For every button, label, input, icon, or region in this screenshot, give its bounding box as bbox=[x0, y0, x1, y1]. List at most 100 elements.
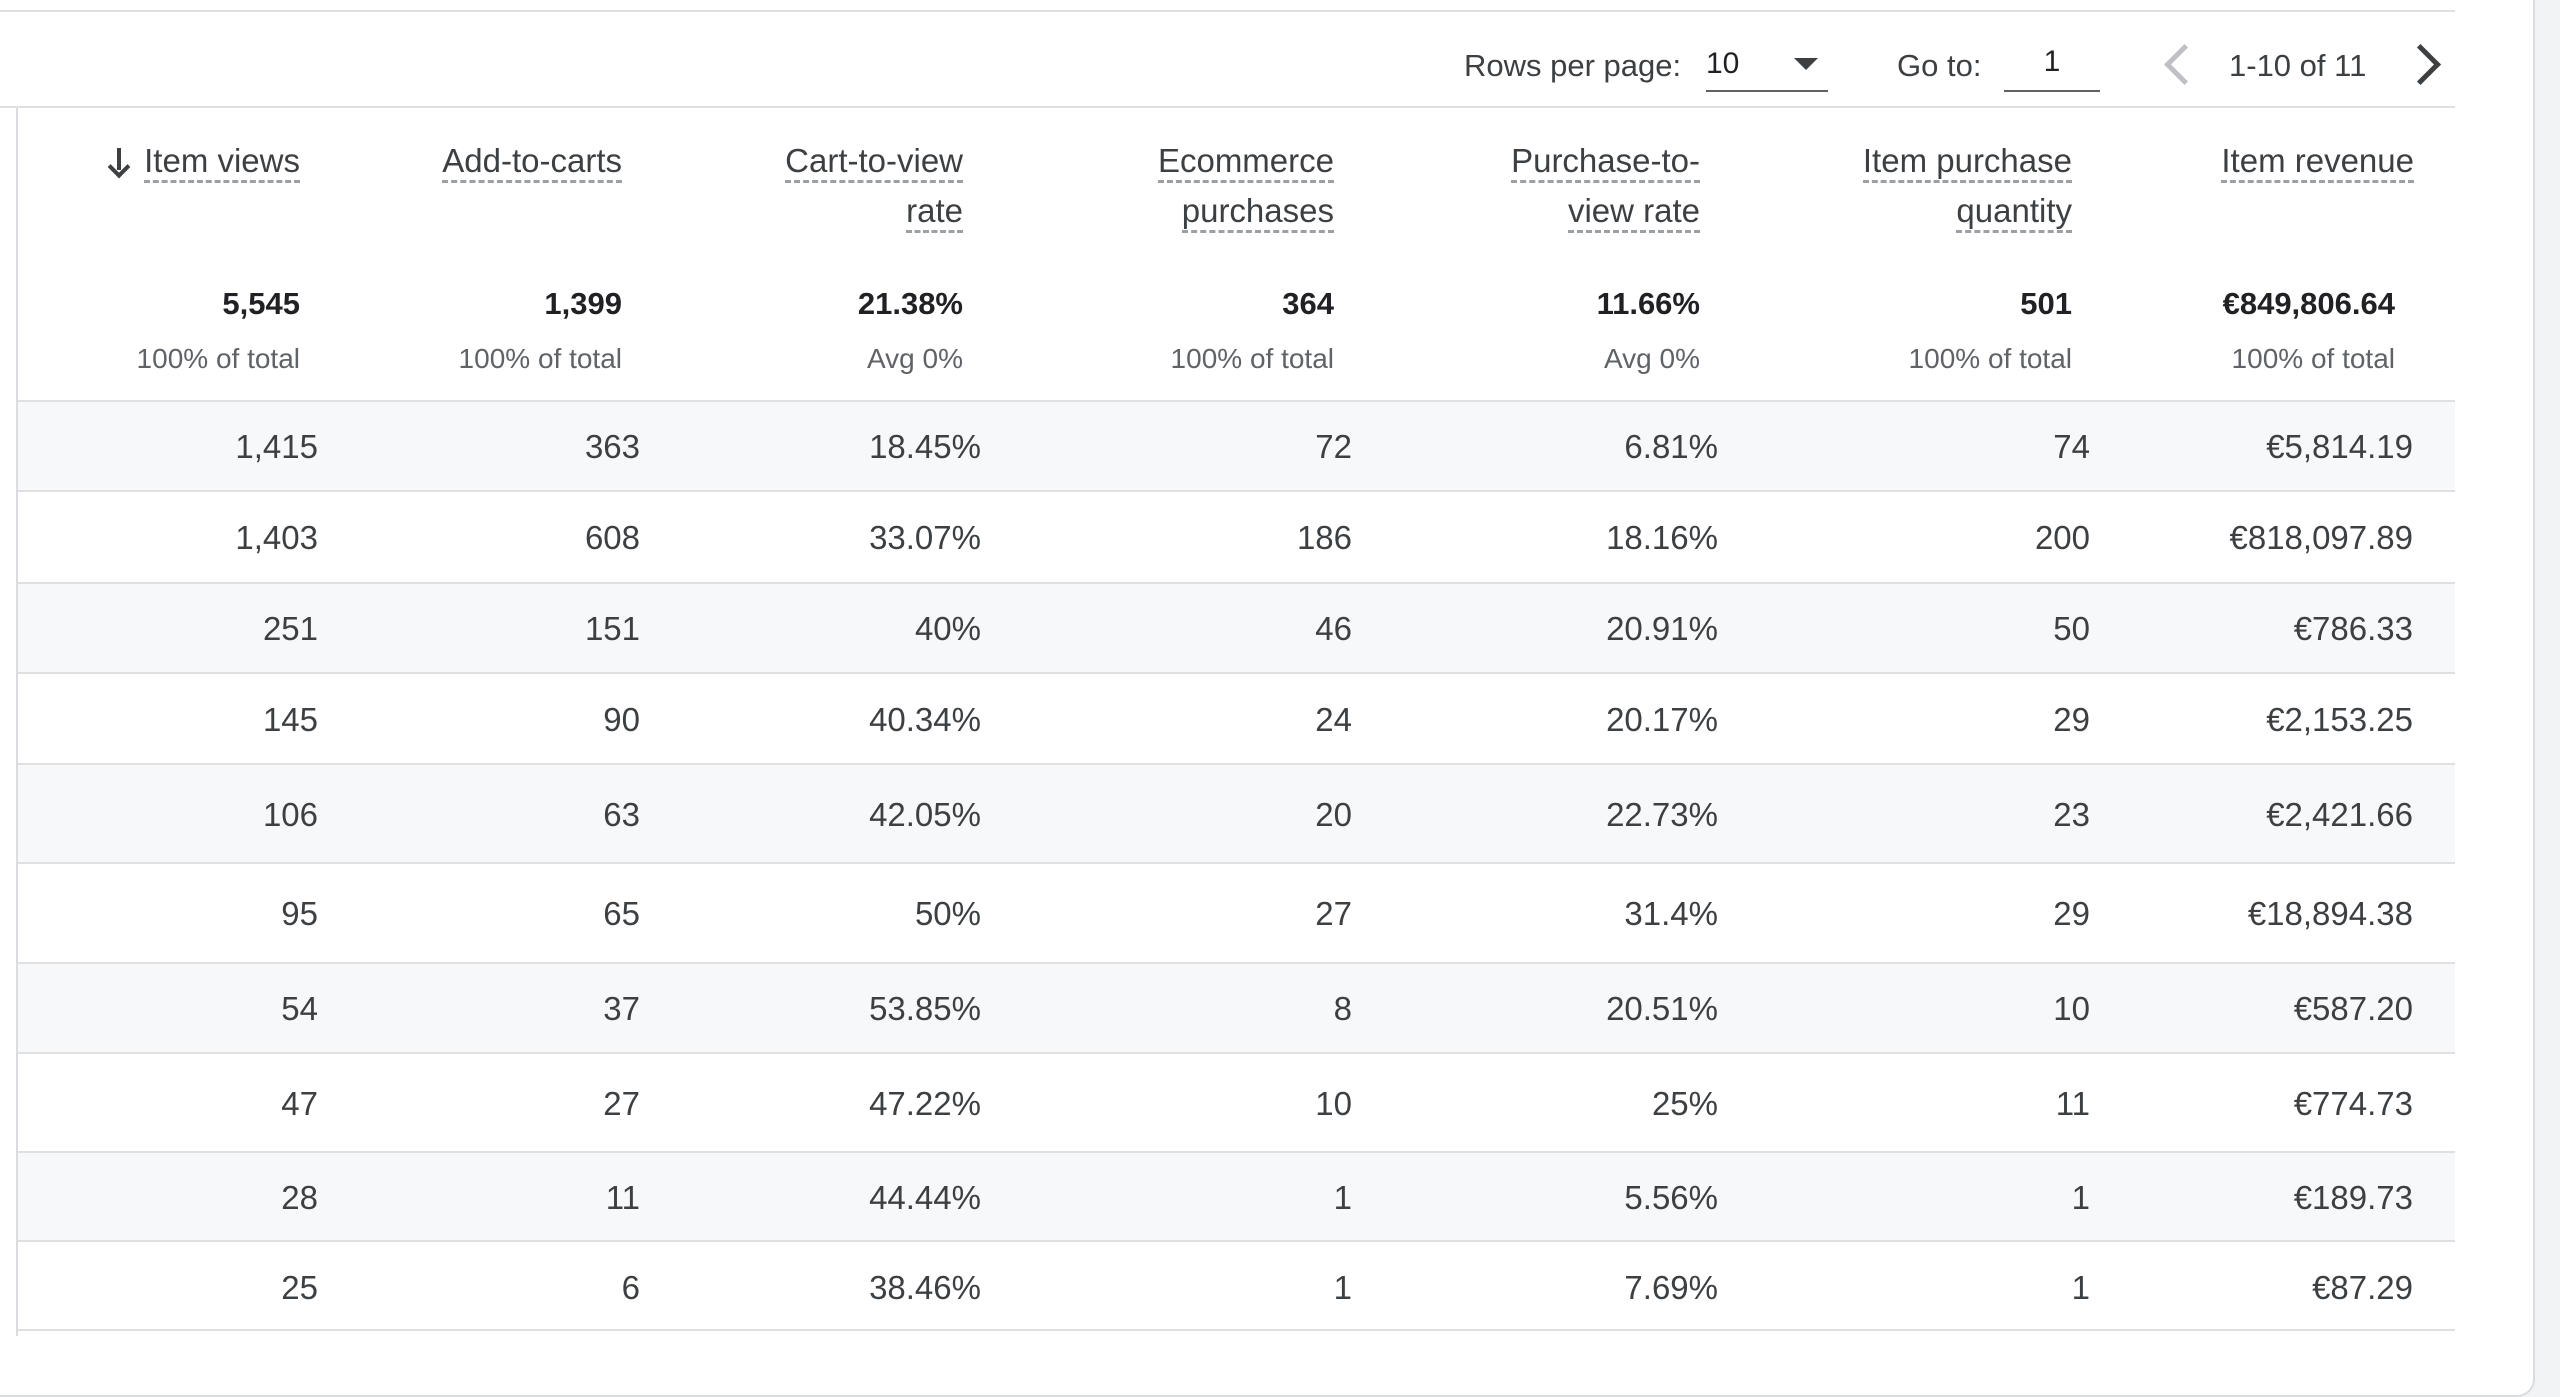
table-cell-purchase-to-view-rate: 25% bbox=[1651, 1085, 1718, 1122]
column-header-label: Item views bbox=[144, 142, 300, 183]
column-header-label: Ecommerce bbox=[1157, 142, 1334, 183]
table-cell-add-to-carts: 6 bbox=[621, 1269, 640, 1306]
column-header-add-to-carts[interactable]: Add-to-carts bbox=[442, 136, 622, 186]
table-cell-add-to-carts: 90 bbox=[603, 701, 640, 738]
table-cell-purchase-to-view-rate: 20.91% bbox=[1606, 610, 1718, 647]
column-total-note: 100% of total bbox=[136, 343, 300, 374]
column-total: 5,545 bbox=[222, 286, 300, 321]
table-cell-cart-to-view-rate: 50% bbox=[914, 895, 981, 932]
column-total-note: 100% of total bbox=[458, 343, 622, 374]
table-cell-cart-to-view-rate: 44.44% bbox=[869, 1179, 981, 1216]
table-cell-purchase-to-view-rate: 5.56% bbox=[1624, 1179, 1718, 1216]
table-cell-ecommerce-purchases: 46 bbox=[1315, 610, 1352, 647]
column-header-label: Item revenue bbox=[2221, 142, 2414, 183]
top-divider bbox=[0, 10, 2455, 12]
table-cell-ecommerce-purchases: 1 bbox=[1333, 1179, 1352, 1216]
table-cell-item-purchase-quantity: 29 bbox=[2053, 701, 2090, 738]
column-total: €849,806.64 bbox=[2222, 286, 2395, 321]
table-cell-add-to-carts: 608 bbox=[584, 519, 640, 556]
table-cell-item-views: 25 bbox=[281, 1269, 318, 1306]
table-cell-add-to-carts: 65 bbox=[603, 895, 640, 932]
table-row[interactable]: 1,415 363 18.45% 72 6.81% 74 €5,814.19 bbox=[18, 400, 2455, 490]
table-cell-item-purchase-quantity: 74 bbox=[2053, 428, 2090, 465]
table-row[interactable]: 28 11 44.44% 1 5.56% 1 €189.73 bbox=[18, 1151, 2455, 1240]
table-body: 1,415 363 18.45% 72 6.81% 74 €5,814.19 1,403 608… bbox=[18, 400, 2455, 1331]
table-row[interactable]: 145 90 40.34% 24 20.17% 29 €2,153.25 bbox=[18, 672, 2455, 763]
column-header-label: Cart-to-view bbox=[785, 142, 963, 183]
table-row[interactable]: 47 27 47.22% 10 25% 11 €774.73 bbox=[18, 1052, 2455, 1151]
column-header-item-purchase-quantity[interactable]: Item purchase quantity bbox=[1862, 136, 2072, 236]
table-row[interactable]: 251 151 40% 46 20.91% 50 €786.33 bbox=[18, 582, 2455, 672]
table-cell-cart-to-view-rate: 38.46% bbox=[869, 1269, 981, 1306]
table-row[interactable]: 1,403 608 33.07% 186 18.16% 200 €818,097.89 bbox=[18, 490, 2455, 582]
table-cell-purchase-to-view-rate: 31.4% bbox=[1624, 895, 1718, 932]
column-total: 1,399 bbox=[544, 286, 622, 321]
table-cell-item-revenue: €818,097.89 bbox=[2229, 519, 2413, 556]
table-cell-item-views: 106 bbox=[262, 796, 318, 833]
column-divider bbox=[16, 108, 18, 1336]
table-cell-purchase-to-view-rate: 18.16% bbox=[1606, 519, 1718, 556]
table-cell-add-to-carts: 63 bbox=[603, 796, 640, 833]
column-total-note: Avg 0% bbox=[1604, 343, 1700, 374]
table-row[interactable]: 106 63 42.05% 20 22.73% 23 €2,421.66 bbox=[18, 763, 2455, 862]
column-header-ecommerce-purchases[interactable]: Ecommerce purchases bbox=[1157, 136, 1334, 236]
column-total: 501 bbox=[2020, 286, 2072, 321]
table-cell-cart-to-view-rate: 33.07% bbox=[869, 519, 981, 556]
table-cell-item-views: 1,403 bbox=[235, 519, 318, 556]
table-row[interactable]: 54 37 53.85% 8 20.51% 10 €587.20 bbox=[18, 962, 2455, 1052]
rows-per-page-select[interactable]: 10 bbox=[1706, 34, 1828, 92]
table-cell-item-revenue: €5,814.19 bbox=[2266, 428, 2413, 465]
column-header-item-revenue[interactable]: Item revenue bbox=[2221, 136, 2414, 186]
table-cell-cart-to-view-rate: 47.22% bbox=[869, 1085, 981, 1122]
table-cell-item-views: 28 bbox=[281, 1179, 318, 1216]
table-cell-add-to-carts: 151 bbox=[584, 610, 640, 647]
column-total: 21.38% bbox=[857, 286, 963, 321]
table-cell-item-views: 145 bbox=[262, 701, 318, 738]
column-total: 364 bbox=[1282, 286, 1334, 321]
table-row[interactable]: 25 6 38.46% 1 7.69% 1 €87.29 bbox=[18, 1240, 2455, 1331]
column-header-purchase-to-view-rate[interactable]: Purchase-to-view rate bbox=[1511, 136, 1700, 236]
table-cell-purchase-to-view-rate: 22.73% bbox=[1606, 796, 1718, 833]
rows-per-page-value: 10 bbox=[1706, 47, 1740, 80]
table-cell-ecommerce-purchases: 10 bbox=[1315, 1085, 1352, 1122]
table-cell-item-revenue: €587.20 bbox=[2293, 990, 2413, 1027]
table-cell-purchase-to-view-rate: 6.81% bbox=[1624, 428, 1718, 465]
column-header-item-views[interactable]: Item views bbox=[108, 136, 300, 186]
table-cell-item-views: 1,415 bbox=[235, 428, 318, 465]
table-cell-item-revenue: €786.33 bbox=[2293, 610, 2413, 647]
rows-per-page-label: Rows per page: bbox=[1464, 48, 1682, 83]
table-cell-ecommerce-purchases: 186 bbox=[1296, 519, 1352, 556]
pagination-bar: Rows per page: 10 Go to: 1-10 of 11 bbox=[0, 12, 2455, 108]
table-cell-item-revenue: €2,421.66 bbox=[2266, 796, 2413, 833]
table-cell-purchase-to-view-rate: 20.17% bbox=[1606, 701, 1718, 738]
caret-down-icon bbox=[1794, 58, 1818, 70]
table-cell-ecommerce-purchases: 8 bbox=[1333, 990, 1352, 1027]
table-cell-purchase-to-view-rate: 20.51% bbox=[1606, 990, 1718, 1027]
table-cell-ecommerce-purchases: 24 bbox=[1315, 701, 1352, 738]
table-cell-item-revenue: €2,153.25 bbox=[2266, 701, 2413, 738]
column-total-note: 100% of total bbox=[1908, 343, 2072, 374]
table-cell-item-purchase-quantity: 1 bbox=[2071, 1179, 2090, 1216]
column-header-cart-to-view-rate[interactable]: Cart-to-view rate bbox=[785, 136, 963, 236]
table-cell-cart-to-view-rate: 40% bbox=[914, 610, 981, 647]
table-cell-add-to-carts: 27 bbox=[603, 1085, 640, 1122]
table-cell-item-purchase-quantity: 1 bbox=[2071, 1269, 2090, 1306]
column-total-note: 100% of total bbox=[2231, 343, 2395, 374]
chevron-right-icon[interactable] bbox=[2399, 43, 2442, 86]
chevron-left-icon[interactable] bbox=[2163, 43, 2206, 86]
goto-page-input[interactable] bbox=[2004, 34, 2100, 92]
column-total-note: Avg 0% bbox=[867, 343, 963, 374]
table-cell-item-views: 54 bbox=[281, 990, 318, 1027]
table-cell-cart-to-view-rate: 18.45% bbox=[869, 428, 981, 465]
page-range-text: 1-10 of 11 bbox=[2229, 48, 2367, 83]
table-cell-item-revenue: €774.73 bbox=[2293, 1085, 2413, 1122]
table-cell-item-purchase-quantity: 23 bbox=[2053, 796, 2090, 833]
table-cell-add-to-carts: 11 bbox=[605, 1179, 640, 1216]
column-total-note: 100% of total bbox=[1170, 343, 1334, 374]
table-row[interactable]: 95 65 50% 27 31.4% 29 €18,894.38 bbox=[18, 862, 2455, 962]
goto-label: Go to: bbox=[1897, 48, 1982, 83]
column-header-label: Item purchase bbox=[1862, 142, 2072, 183]
table-cell-item-views: 47 bbox=[281, 1085, 318, 1122]
column-header-label: Add-to-carts bbox=[442, 142, 622, 183]
